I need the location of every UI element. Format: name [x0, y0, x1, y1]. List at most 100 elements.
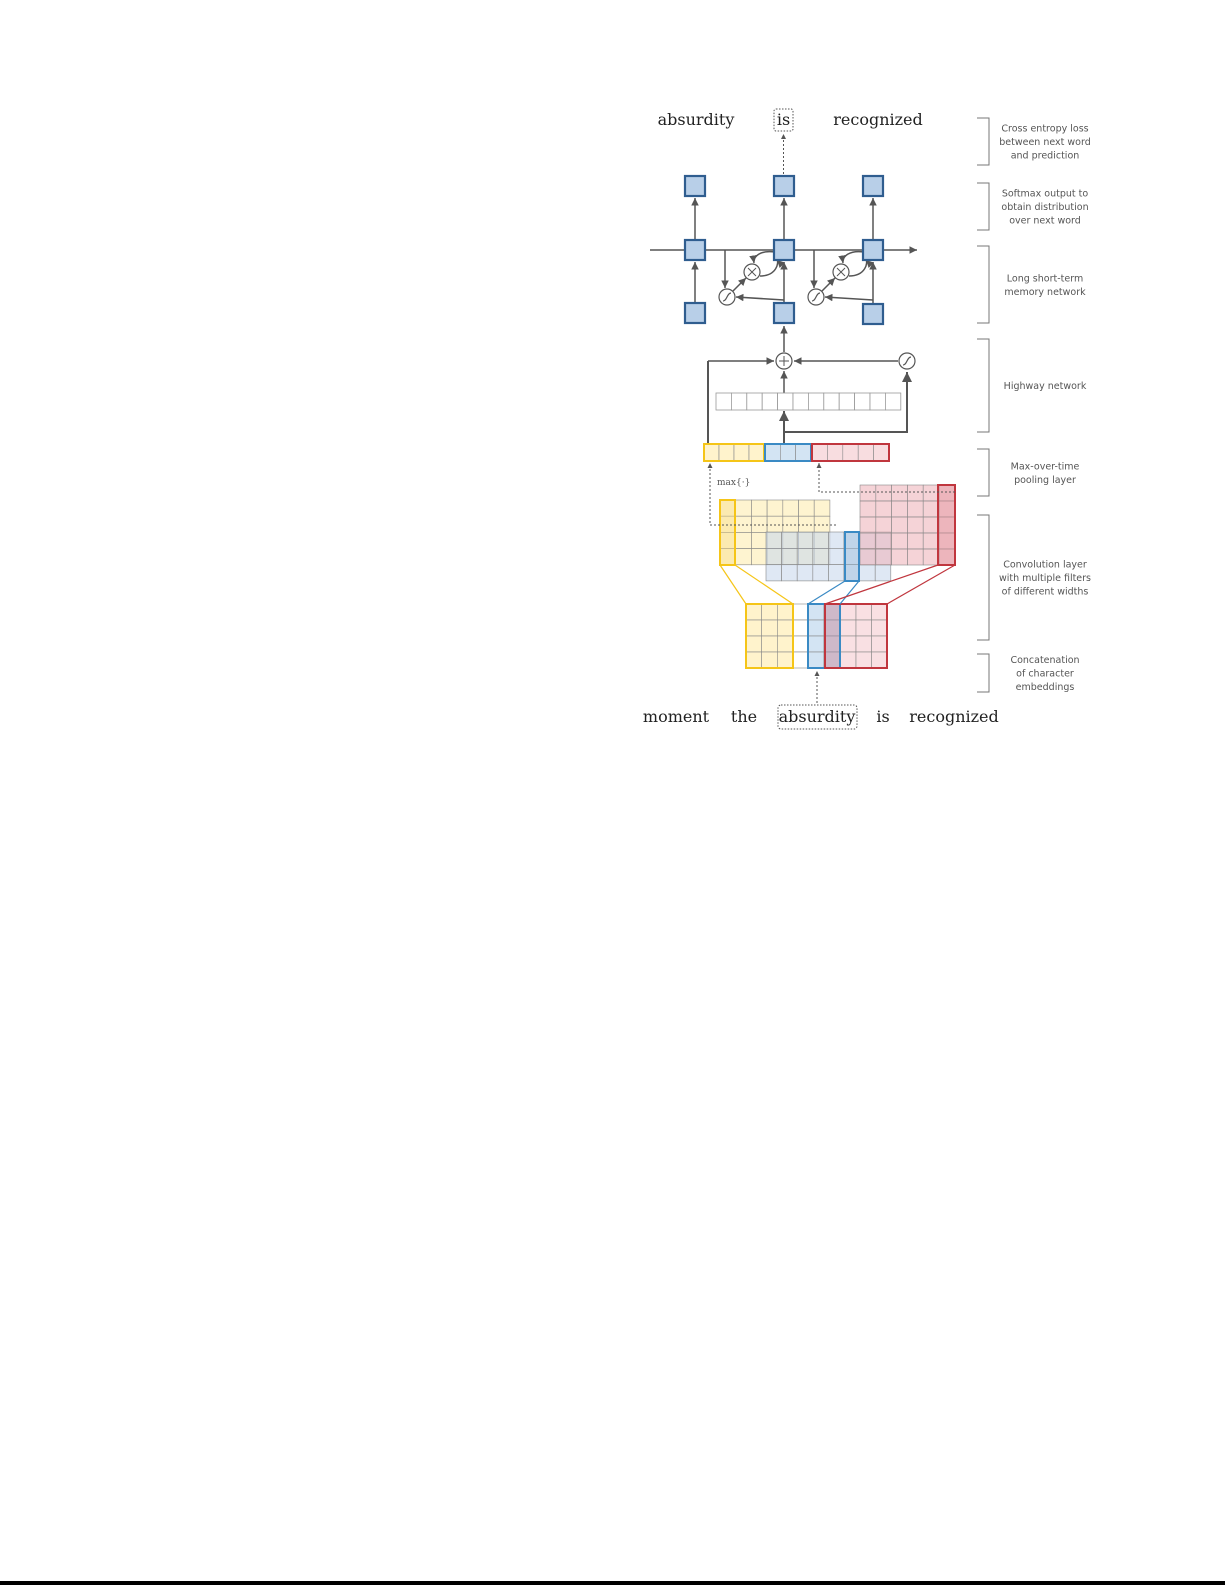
layer-label-line: Cross entropy loss — [1001, 124, 1088, 135]
embedding-cell — [807, 651, 825, 669]
red-feature-map-cell — [907, 500, 924, 518]
pooled-feature-cell — [873, 443, 890, 462]
bottom-word: moment — [643, 707, 710, 726]
softmax-output-node — [772, 174, 796, 198]
connector-line — [821, 277, 836, 292]
embedding-cell — [840, 619, 857, 637]
embedding-cell — [777, 603, 794, 621]
embedding-cell — [807, 635, 825, 653]
embedding-cell — [761, 619, 778, 637]
yellow-filter-highlight — [719, 499, 736, 566]
connector-line — [732, 277, 747, 292]
connector-line — [824, 293, 874, 302]
red-feature-map-cell — [891, 500, 908, 518]
yellow-feature-map-cell — [766, 515, 784, 533]
connector-line — [747, 267, 757, 277]
overlap-cell — [825, 604, 840, 668]
red-feature-map-cell — [907, 532, 924, 550]
layer-label-line: Highway network — [1004, 381, 1087, 392]
layer-label-line: over next word — [1009, 216, 1081, 227]
yellow-feature-map-cell — [735, 499, 752, 517]
pooled-feature-cell — [811, 443, 828, 462]
red-filter-highlight — [937, 484, 956, 566]
blue-feature-map-cell — [796, 564, 814, 582]
gate-branch-line — [784, 372, 912, 433]
red-feature-map-cell — [891, 532, 908, 550]
filter-projection-line — [886, 564, 956, 605]
connector-curve — [848, 259, 874, 277]
top-word: recognized — [833, 110, 923, 129]
layer-labels: Cross entropy loss between next word and p… — [977, 117, 1091, 693]
red-feature-map-cell — [891, 484, 908, 502]
bottom-words: moment the absurdity is recognized — [643, 704, 999, 730]
connector-line — [735, 293, 785, 302]
yellow-feature-map-cell — [782, 499, 799, 517]
highway-cell — [838, 392, 856, 411]
filter-projection-line — [807, 580, 846, 605]
layer-bracket — [977, 448, 990, 497]
layer-label-line: between next word — [999, 137, 1091, 148]
layer-bracket — [977, 514, 990, 641]
top-word-target: is — [777, 110, 790, 129]
connector-curve — [759, 259, 785, 277]
red-feature-map-cell — [907, 548, 924, 566]
blue-feature-map-cell — [796, 547, 814, 565]
embedding-cell — [855, 635, 872, 653]
layer-label-line: of character — [1016, 669, 1074, 680]
softmax-output-node — [683, 174, 707, 198]
yellow-feature-map-cell — [751, 515, 768, 533]
red-feature-map-cell — [859, 516, 877, 534]
connector-line — [836, 267, 846, 277]
blue-feature-map-cell — [781, 564, 798, 582]
red-feature-map-cell — [891, 516, 908, 534]
red-feature-map-cell — [922, 484, 940, 502]
layer-bracket — [977, 117, 990, 166]
red-feature-map-cell — [907, 516, 924, 534]
highway-cell — [869, 392, 886, 411]
red-feature-map-cell — [922, 516, 940, 534]
max-pooling-label: max{·} — [717, 478, 750, 488]
embedding-cell — [761, 635, 778, 653]
red-feature-map-cell — [875, 484, 892, 502]
layer-label-line: Concatenation — [1010, 655, 1079, 666]
red-feature-map-cell — [875, 548, 892, 566]
convolution-layer — [703, 443, 956, 703]
red-feature-map-cell — [875, 500, 892, 518]
embedding-cell — [871, 635, 888, 653]
red-feature-map-cell — [891, 548, 908, 566]
highway-cell — [715, 392, 732, 411]
layer-label-line: Long short-term — [1007, 273, 1083, 284]
lstm-cell-node — [683, 238, 707, 262]
yellow-feature-map-cell — [751, 532, 768, 549]
highway-cell — [823, 392, 840, 411]
layer-bracket — [977, 653, 990, 693]
lstm-input-node — [772, 301, 796, 325]
pooled-feature-cell — [795, 443, 812, 462]
yellow-feature-map-cell — [751, 548, 768, 566]
lstm-cell-node — [861, 238, 885, 262]
red-feature-map-cell — [859, 548, 877, 566]
embedding-cell — [871, 603, 888, 621]
pooled-feature-cell — [842, 443, 859, 462]
blue-feature-map-cell — [765, 531, 782, 549]
yellow-feature-map-cell — [813, 499, 831, 517]
embedding-cell — [761, 603, 778, 621]
top-words: absurdity is recognized — [658, 108, 923, 132]
layer-bracket — [977, 338, 990, 433]
embedding-cell — [745, 603, 762, 621]
pooled-feature-cell — [718, 443, 735, 462]
red-feature-map-cell — [875, 532, 892, 550]
yellow-feature-map-cell — [735, 532, 752, 549]
layer-label-line: memory network — [1004, 287, 1086, 298]
highway-cell — [808, 392, 825, 411]
sigmoid-curve — [722, 292, 732, 302]
sigmoid-curve — [902, 356, 912, 366]
blue-feature-map-cell — [781, 531, 798, 549]
embedding-cell — [871, 651, 888, 669]
bottom-word: is — [876, 707, 889, 726]
layer-label-line: with multiple filters — [999, 573, 1091, 584]
embedding-cell — [855, 651, 872, 669]
embedding-cell — [777, 619, 794, 637]
max-pool-arrow — [816, 463, 955, 493]
blue-filter-highlight — [844, 531, 860, 582]
